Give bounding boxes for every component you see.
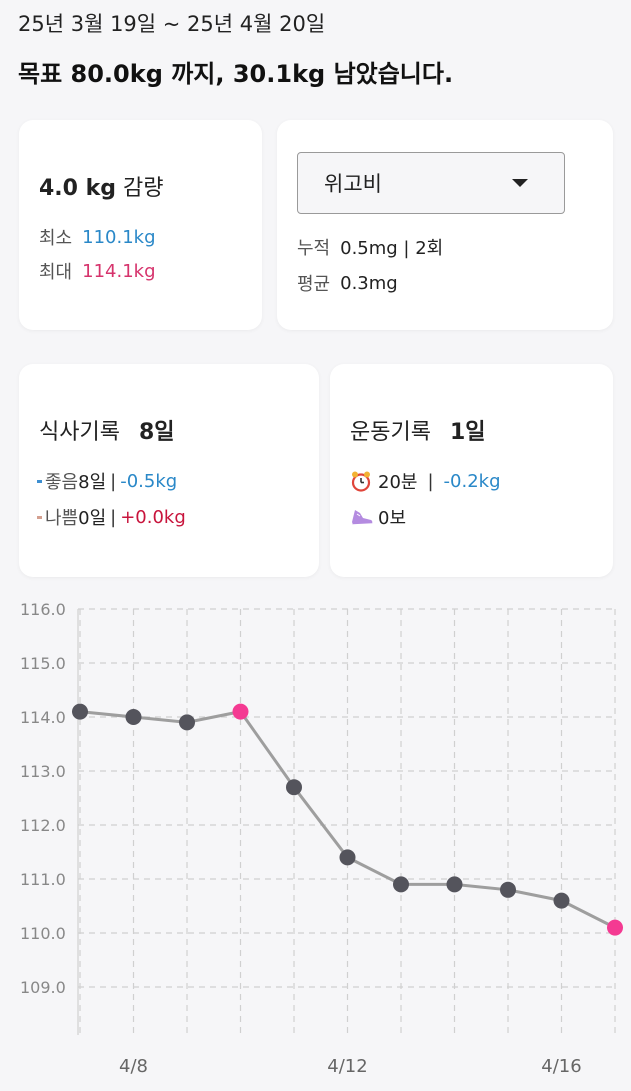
y-tick-label: 116.0 (20, 600, 66, 619)
meal-record-header: 식사기록 8일 (39, 414, 175, 446)
data-point-highlight (232, 703, 249, 720)
data-point (72, 703, 88, 720)
exercise-steps: 0보 (378, 508, 407, 529)
sneaker-icon (352, 510, 373, 526)
weight-change-suffix: 감량 (123, 176, 164, 201)
weight-summary-card: 4.0 kg 감량 최소 110.1kg 최대 114.1kg (19, 120, 262, 330)
exercise-record-days: 1일 (449, 420, 486, 445)
data-point (286, 779, 302, 796)
meal-bad-label: 나쁨 (45, 508, 79, 529)
meal-good-label: 좋음 (45, 472, 79, 493)
y-tick-label: 110.0 (20, 924, 66, 943)
x-tick-label: 4/12 (327, 1056, 367, 1077)
y-tick-label: 113.0 (20, 762, 66, 781)
y-tick-label: 111.0 (20, 870, 66, 889)
data-point (125, 709, 142, 725)
meal-good-days: 8일 (78, 472, 107, 493)
medication-total-value: 0.5mg | 2회 (340, 238, 444, 259)
medication-total-label: 누적 (297, 238, 331, 259)
max-weight-row: 최대 114.1kg (39, 258, 156, 284)
min-weight-value: 110.1kg (82, 226, 156, 248)
medication-select-value: 위고비 (324, 172, 382, 196)
exercise-record-header: 운동기록 1일 (350, 414, 486, 446)
y-tick-label: 109.0 (20, 978, 66, 997)
max-weight-label: 최대 (39, 262, 73, 283)
weight-change-value: 4.0 kg (39, 176, 117, 201)
y-tick-label: 112.0 (20, 816, 66, 835)
meal-record-title: 식사기록 (39, 420, 120, 445)
meal-record-card[interactable]: 식사기록 8일 좋음 8일 | -0.5kg 나쁨 0일 | +0.0kg (19, 364, 319, 577)
data-point-highlight (607, 919, 623, 936)
x-tick-label: 4/16 (541, 1056, 581, 1077)
meal-record-days: 8일 (138, 420, 175, 445)
goal-summary: 목표 80.0kg 까지, 30.1kg 남았습니다. (18, 60, 454, 88)
separator: | (110, 506, 117, 528)
good-marker-icon (37, 479, 42, 483)
meal-bad-change: +0.0kg (120, 506, 186, 528)
weight-line-chart: 116.0 115.0 114.0 113.0 112.0 111.0 110.0 109.0… (20, 600, 623, 1077)
data-point (393, 876, 409, 893)
exercise-time: 20분 (378, 472, 418, 493)
meal-good-change: -0.5kg (120, 470, 178, 492)
chevron-down-icon (512, 179, 528, 187)
alarm-clock-icon (351, 471, 371, 492)
separator: | (427, 470, 434, 492)
medication-average-value: 0.3mg (340, 272, 398, 294)
data-point (553, 892, 570, 909)
weight-change: 4.0 kg 감량 (39, 170, 164, 202)
max-weight-value: 114.1kg (82, 260, 156, 282)
x-tick-label: 4/8 (119, 1056, 148, 1077)
exercise-record-title: 운동기록 (350, 420, 431, 445)
exercise-time-row: 20분 | -0.2kg (350, 468, 501, 494)
meal-bad-days: 0일 (78, 508, 107, 529)
bad-marker-icon (37, 515, 42, 519)
meal-bad-row: 나쁨 0일 | +0.0kg (37, 504, 186, 530)
data-point (179, 714, 195, 731)
date-range: 25년 3월 19일 ~ 25년 4월 20일 (18, 12, 326, 36)
medication-average-row: 평균 0.3mg (297, 270, 398, 296)
meal-good-row: 좋음 8일 | -0.5kg (37, 468, 177, 494)
y-tick-label: 115.0 (20, 654, 66, 673)
exercise-steps-row: 0보 (350, 504, 406, 530)
y-tick-label: 114.0 (20, 708, 66, 727)
medication-card: 위고비 누적 0.5mg | 2회 평균 0.3mg (277, 120, 613, 330)
min-weight-label: 최소 (39, 228, 73, 249)
medication-total-row: 누적 0.5mg | 2회 (297, 234, 443, 260)
exercise-record-card[interactable]: 운동기록 1일 20분 | -0.2kg 0보 (330, 364, 613, 577)
data-point (500, 881, 516, 898)
data-point (339, 849, 356, 866)
medication-average-label: 평균 (297, 274, 331, 295)
data-point (446, 876, 463, 893)
separator: | (110, 470, 117, 492)
medication-select[interactable]: 위고비 (297, 152, 565, 214)
min-weight-row: 최소 110.1kg (39, 224, 156, 250)
exercise-time-change: -0.2kg (443, 470, 501, 492)
